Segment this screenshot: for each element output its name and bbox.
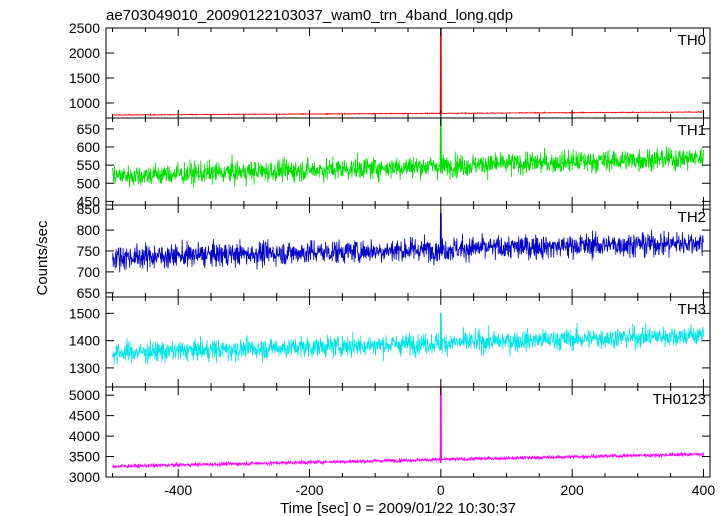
series-line-th0123 — [112, 387, 704, 470]
panel-th3: 1300 1400 1500 TH3 — [69, 296, 711, 388]
y-tick-label: 3000 — [69, 469, 100, 485]
y-tick-label: 1300 — [69, 360, 100, 376]
panel-th2: 650 700 750 800 850 TH2 — [77, 201, 711, 301]
series-line-th3 — [112, 312, 704, 365]
series-line-th2 — [112, 212, 704, 273]
panel-th0123: 3000 3500 4000 4500 5000 TH0123 — [69, 386, 711, 485]
y-tick-label: 550 — [77, 157, 101, 173]
panel-frame — [105, 117, 711, 206]
panel-th0: 1000 1500 2000 2500 TH0 — [69, 20, 711, 119]
chart-title: ae703049010_20090122103037_wam0_trn_4ban… — [106, 7, 513, 24]
y-tick-label: 5000 — [69, 387, 100, 403]
y-tick-label: 3500 — [69, 449, 100, 465]
y-tick-label: 450 — [77, 193, 101, 209]
y-tick-label: 850 — [77, 201, 101, 217]
panel-label-th1: TH1 — [678, 122, 706, 139]
y-tick-label: 1400 — [69, 333, 100, 349]
y-tick-label: 1500 — [69, 305, 100, 321]
panel-label-th3: TH3 — [678, 301, 706, 318]
y-tick-label: 1500 — [69, 70, 100, 86]
y-tick-label: 650 — [77, 285, 101, 301]
x-tick-label: 400 — [692, 482, 716, 498]
x-tick-label: -400 — [164, 482, 192, 498]
series-line-th0 — [112, 28, 704, 117]
y-axis-title: Counts/sec — [34, 220, 51, 296]
panel-label-th2: TH2 — [678, 209, 706, 226]
panel-label-th0: TH0 — [678, 32, 706, 49]
y-tick-label: 800 — [77, 222, 101, 238]
y-tick-label: 2500 — [69, 20, 100, 36]
panel-label-th0123: TH0123 — [653, 391, 706, 408]
x-tick-label: -200 — [296, 482, 324, 498]
panel-th1: 450 500 550 600 650 TH1 — [77, 117, 711, 209]
y-tick-label: 500 — [77, 175, 101, 191]
y-tick-label: 4000 — [69, 428, 100, 444]
x-axis-title: Time [sec] 0 = 2009/01/22 10:30:37 — [280, 500, 516, 516]
y-tick-label: 2000 — [69, 45, 100, 61]
panel-frame — [105, 27, 711, 119]
x-tick-label: 0 — [437, 482, 445, 498]
y-tick-label: 750 — [77, 243, 101, 259]
panel-frame — [105, 386, 711, 478]
y-tick-label: 600 — [77, 139, 101, 155]
y-tick-label: 1000 — [69, 95, 100, 111]
y-tick-label: 4500 — [69, 408, 100, 424]
series-line-th1 — [112, 118, 704, 189]
y-tick-label: 650 — [77, 121, 101, 137]
x-tick-label: 200 — [560, 482, 584, 498]
y-tick-label: 700 — [77, 264, 101, 280]
